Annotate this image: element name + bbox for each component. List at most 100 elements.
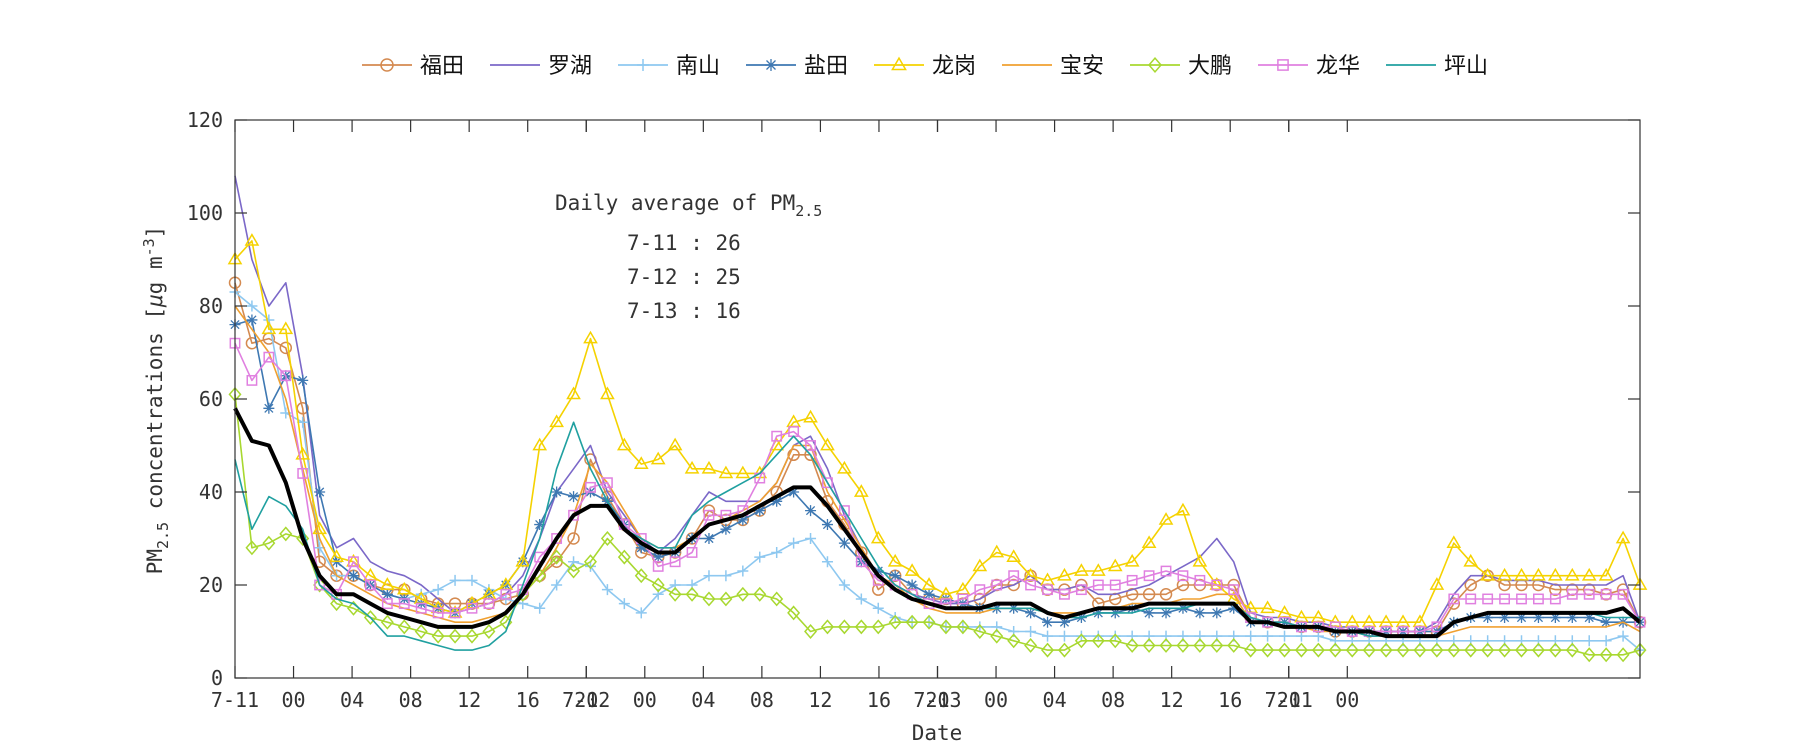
data-point [1599,647,1613,663]
annotation-box: Daily average of PM2.5 7-11 : 26 7-12 : … [555,191,822,323]
data-point [1378,614,1394,628]
data-point [905,614,919,630]
data-point [1362,642,1376,658]
data-point [1227,637,1241,653]
data-point [1160,607,1172,619]
data-point [432,607,444,619]
data-point [854,619,868,635]
x-tick-label: 08 [750,688,774,712]
y-tick-label: 40 [199,480,223,504]
data-point [974,584,986,596]
data-point [788,486,800,498]
data-point [1379,642,1393,658]
data-point [1616,647,1630,663]
data-point [956,619,970,635]
data-point [889,570,901,582]
data-point [314,486,326,498]
data-point [1499,593,1511,605]
series-line-2 [234,175,1641,633]
data-point [1600,588,1612,600]
series-line-8 [234,342,1641,633]
data-point [245,336,259,350]
series-8 [229,337,1646,637]
legend-marker [637,59,649,71]
data-point [701,460,717,474]
data-point [754,505,766,517]
data-point [381,598,393,610]
data-point [1211,579,1223,591]
data-point [1074,633,1088,649]
data-point [1279,630,1291,642]
data-point [1175,502,1191,516]
series-line-9 [234,421,1640,651]
data-point [1446,535,1462,549]
data-point [1143,607,1155,619]
data-point [989,544,1005,558]
legend-item-2: 罗湖 [490,54,592,79]
data-point [1395,614,1411,628]
data-point [1344,614,1360,628]
data-point [1109,579,1121,591]
data-point [1311,609,1326,623]
data-point [1600,635,1612,647]
data-point [515,553,531,567]
series-10 [233,407,1642,639]
data-point [380,614,394,630]
data-point [550,549,564,565]
x-tick-label: 04 [340,688,364,712]
data-point [921,577,937,590]
data-point [837,460,852,474]
data-point [1260,600,1275,614]
x-tick-label: 20 [1277,688,1301,712]
data-point [466,574,478,586]
series-layer [227,175,1648,663]
data-point [736,586,750,602]
data-point [551,579,563,591]
data-point [1042,630,1054,642]
y-axis-label-close: ] [143,226,167,239]
y-axis-label-group: PM2.5 concentrations [μg m-3] [140,226,172,575]
series-1 [228,276,1647,638]
data-point [974,621,986,633]
data-point [1583,635,1595,647]
data-point [737,514,749,526]
data-point [1480,567,1496,581]
legend-marker [765,59,777,71]
series-7 [228,386,1647,663]
x-tick-label: 7-13 [913,688,961,712]
data-point [1514,567,1529,581]
data-point [244,233,260,246]
data-point [703,509,715,521]
data-point [1192,553,1208,567]
data-point [771,495,783,507]
data-point [262,535,276,551]
data-point [448,628,462,644]
data-point [1328,642,1342,658]
data-point [1176,637,1190,653]
data-point [1516,612,1528,624]
data-point [1143,570,1155,582]
data-point [686,547,698,558]
legend-label: 大鹏 [1188,54,1232,79]
legend-label: 福田 [420,54,464,79]
data-point [381,588,393,600]
x-tick-label: 00 [633,688,657,712]
data-point [1141,535,1157,549]
data-point [1295,630,1307,642]
data-point [329,549,344,562]
data-point [837,619,851,635]
data-point [872,565,884,577]
data-point [1429,577,1445,590]
y-tick-label: 100 [187,201,223,225]
data-point [805,440,816,451]
data-point [922,614,936,630]
data-point [1025,607,1037,619]
data-point [1617,588,1629,600]
x-tick-label: 04 [1043,688,1067,712]
data-point [1311,642,1325,658]
data-point [263,402,275,414]
data-point [263,351,275,363]
data-point [1158,512,1174,525]
data-point [414,624,428,639]
data-point [1041,642,1055,658]
